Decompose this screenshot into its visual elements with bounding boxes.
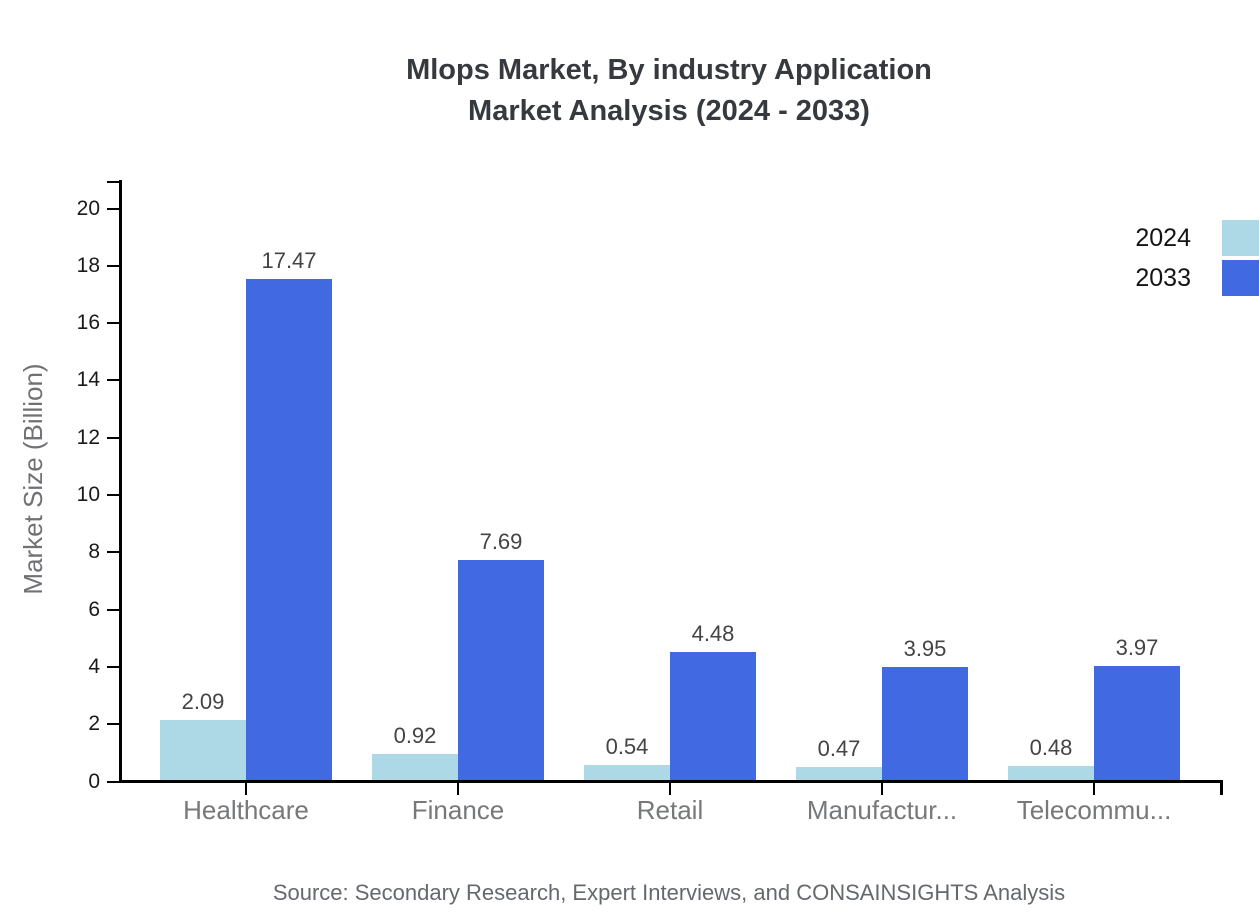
y-axis-tick xyxy=(107,264,119,267)
y-axis-tick xyxy=(107,551,119,554)
bar-value-label: 3.97 xyxy=(1115,635,1159,660)
x-axis-tick xyxy=(1093,783,1095,795)
y-axis-tick-label: 20 xyxy=(76,196,100,220)
legend-swatch xyxy=(1222,260,1259,296)
y-axis-tick xyxy=(107,608,119,611)
legend: 2024 2033 xyxy=(1135,220,1259,300)
x-category-label: Healthcare xyxy=(183,795,309,825)
legend-label: 2024 xyxy=(1135,223,1191,252)
x-category-label: Manufactur... xyxy=(806,795,958,825)
y-axis-tick xyxy=(107,379,119,382)
bar-value-label: 17.47 xyxy=(261,248,317,273)
bar-value-label: 0.48 xyxy=(1029,735,1073,760)
y-axis-tick-label: 10 xyxy=(76,483,100,506)
y-axis-tick-label: 18 xyxy=(76,253,100,277)
bar-2024-Telecommu...[interactable] xyxy=(1008,766,1094,780)
x-axis-tick xyxy=(457,783,459,795)
y-axis-line xyxy=(119,180,122,783)
y-axis-tick xyxy=(107,322,119,325)
chart-title-line2: Market Analysis (2024 - 2033) xyxy=(468,95,870,127)
y-axis-tick xyxy=(107,723,119,726)
legend-item-2024[interactable]: 2024 xyxy=(1135,220,1259,256)
y-axis-tick xyxy=(107,436,119,439)
bar-2024-Manufactur...[interactable] xyxy=(796,767,882,780)
y-axis-tick-label: 12 xyxy=(76,425,100,449)
bar-2024-Retail[interactable] xyxy=(584,765,670,780)
bar-value-label: 0.92 xyxy=(393,723,437,748)
y-axis-tick xyxy=(107,494,119,496)
y-axis-tick xyxy=(107,665,119,668)
x-category-label: Finance xyxy=(411,795,505,825)
y-axis-end-tick xyxy=(107,181,120,183)
bar-2033-Manufactur...[interactable] xyxy=(882,667,968,780)
x-axis-end-tick xyxy=(1220,783,1223,795)
x-category-label: Telecommu... xyxy=(1016,795,1172,825)
bar-value-label: 2.09 xyxy=(181,689,225,714)
y-axis-tick-label: 4 xyxy=(88,654,100,678)
bar-2024-Finance[interactable] xyxy=(372,754,458,780)
bar-value-label: 4.48 xyxy=(691,621,735,646)
y-axis-tick-label: 0 xyxy=(88,769,100,793)
y-axis-tick-label: 14 xyxy=(76,368,100,392)
bar-2024-Healthcare[interactable] xyxy=(160,720,246,780)
y-axis-tick-label: 6 xyxy=(88,597,100,621)
y-axis-tick-label: 16 xyxy=(76,311,100,335)
y-axis-tick xyxy=(107,207,119,210)
bar-2033-Finance[interactable] xyxy=(458,560,544,780)
chart-title: Mlops Market, By industry Application Ma… xyxy=(84,50,1254,132)
bar-value-label: 7.69 xyxy=(479,529,523,554)
source-note: Source: Secondary Research, Expert Inter… xyxy=(272,880,1066,905)
y-axis-tick-label: 2 xyxy=(88,712,100,736)
bar-value-label: 0.54 xyxy=(605,734,649,759)
y-axis-tick-label: 8 xyxy=(88,540,100,564)
bar-2033-Telecommu...[interactable] xyxy=(1094,666,1180,780)
bar-value-label: 3.95 xyxy=(903,636,947,661)
x-axis-tick xyxy=(669,783,671,795)
bar-value-label: 0.47 xyxy=(817,736,861,761)
bar-2033-Healthcare[interactable] xyxy=(246,279,332,780)
legend-label: 2033 xyxy=(1135,263,1191,292)
x-axis-line xyxy=(119,780,1223,783)
chart-title-line1: Mlops Market, By industry Application xyxy=(406,54,932,86)
x-axis-tick xyxy=(881,783,883,795)
x-axis-tick xyxy=(245,783,247,795)
x-category-label: Retail xyxy=(636,795,704,825)
bar-2033-Retail[interactable] xyxy=(670,652,756,780)
y-axis-tick xyxy=(107,780,119,783)
legend-swatch xyxy=(1222,220,1259,256)
legend-item-2033[interactable]: 2033 xyxy=(1135,260,1259,296)
